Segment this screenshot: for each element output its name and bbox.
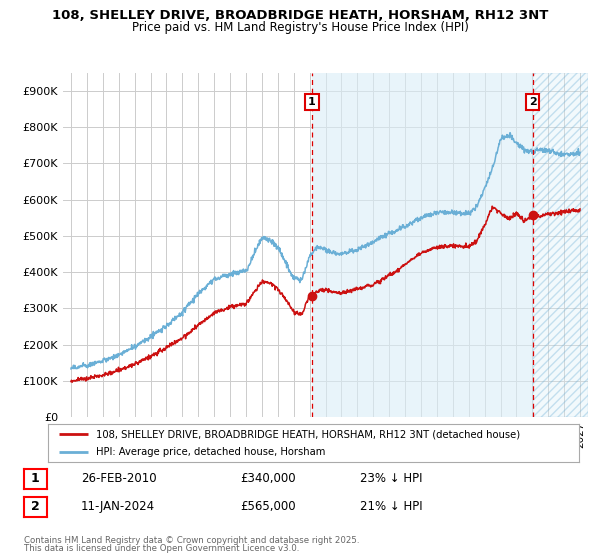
Text: 26-FEB-2010: 26-FEB-2010: [81, 472, 157, 486]
Text: 11-JAN-2024: 11-JAN-2024: [81, 500, 155, 514]
Bar: [312, 73, 533, 417]
Text: 2: 2: [31, 500, 40, 514]
Text: £340,000: £340,000: [240, 472, 296, 486]
Text: 1: 1: [308, 97, 316, 107]
Text: 1: 1: [31, 472, 40, 486]
Text: 23% ↓ HPI: 23% ↓ HPI: [360, 472, 422, 486]
Text: Price paid vs. HM Land Registry's House Price Index (HPI): Price paid vs. HM Land Registry's House …: [131, 21, 469, 34]
Text: HPI: Average price, detached house, Horsham: HPI: Average price, detached house, Hors…: [96, 447, 325, 457]
Text: Contains HM Land Registry data © Crown copyright and database right 2025.: Contains HM Land Registry data © Crown c…: [24, 536, 359, 545]
Text: 108, SHELLEY DRIVE, BROADBRIDGE HEATH, HORSHAM, RH12 3NT (detached house): 108, SHELLEY DRIVE, BROADBRIDGE HEATH, H…: [96, 429, 520, 439]
Bar: [533, 73, 588, 417]
Text: This data is licensed under the Open Government Licence v3.0.: This data is licensed under the Open Gov…: [24, 544, 299, 553]
Text: 21% ↓ HPI: 21% ↓ HPI: [360, 500, 422, 514]
Text: £565,000: £565,000: [240, 500, 296, 514]
Text: 108, SHELLEY DRIVE, BROADBRIDGE HEATH, HORSHAM, RH12 3NT: 108, SHELLEY DRIVE, BROADBRIDGE HEATH, H…: [52, 9, 548, 22]
Text: 2: 2: [529, 97, 536, 107]
